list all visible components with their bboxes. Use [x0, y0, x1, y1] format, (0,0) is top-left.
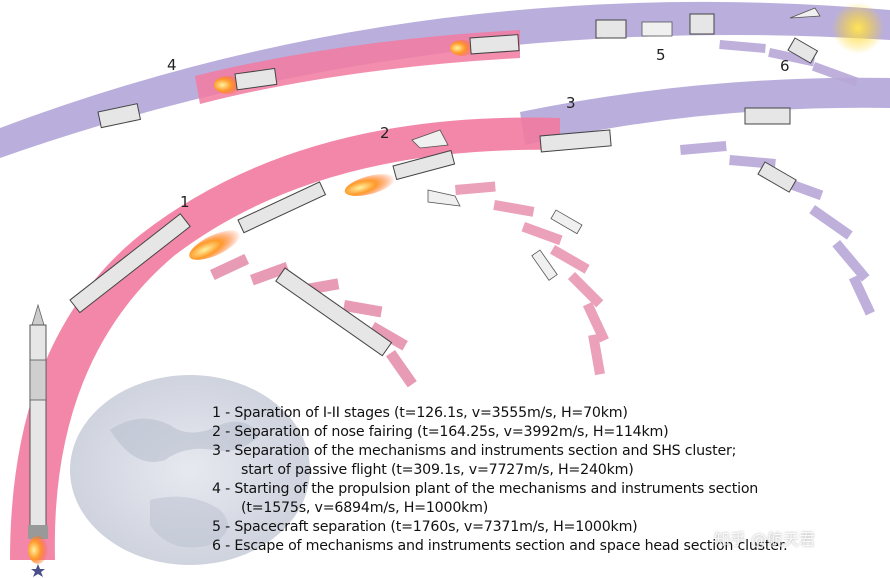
watermark: 知乎 @航天君 — [714, 530, 816, 549]
upper-section-cluster — [531, 107, 797, 281]
nose-fairing-rocket — [344, 129, 461, 207]
stage-labels: 1 2 3 4 5 6 — [167, 46, 790, 211]
stage-label-4: 4 — [167, 56, 177, 74]
separated-stage-body — [275, 267, 393, 357]
launch-site-star-icon — [31, 564, 45, 577]
legend-item-3-continued: start of passive flight (t=309.1s, v=772… — [212, 461, 888, 480]
stage-label-6: 6 — [780, 57, 790, 75]
passive-flight-section — [539, 129, 612, 153]
stage-fragment-trail — [210, 253, 417, 388]
stage-label-1: 1 — [180, 193, 190, 211]
legend-text: - Sparation of I-II stages (t=126.1s, v=… — [225, 405, 628, 421]
propulsion-start-section — [97, 34, 520, 129]
legend-text: start of passive flight (t=309.1s, v=772… — [241, 462, 634, 478]
upper-pink-segment — [195, 30, 520, 104]
legend-item-3: 3 - Separation of the mechanisms and ins… — [212, 442, 888, 461]
earth-globe — [70, 375, 310, 565]
legend-text: - Separation of nose fairing (t=164.25s,… — [225, 424, 669, 440]
legend-text: - Separation of the mechanisms and instr… — [225, 443, 737, 459]
event-legend: 1 - Sparation of I-II stages (t=126.1s, … — [212, 404, 888, 556]
legend-item-5: 5 - Spacecraft separation (t=1760s, v=73… — [212, 518, 888, 537]
legend-number: 3 — [212, 443, 221, 459]
spacecraft-separation — [595, 7, 821, 64]
legend-number: 6 — [212, 538, 221, 554]
stage-label-2: 2 — [380, 124, 390, 142]
legend-item-1: 1 - Sparation of I-II stages (t=126.1s, … — [212, 404, 888, 423]
legend-item-2: 2 - Separation of nose fairing (t=164.25… — [212, 423, 888, 442]
middle-trajectory-band — [520, 77, 890, 145]
stage-label-5: 5 — [656, 46, 666, 64]
legend-text: (t=1575s, v=6894m/s, H=1000km) — [241, 500, 489, 516]
fairing-fragment-trail — [455, 181, 609, 376]
legend-text: - Escape of mechanisms and instruments s… — [225, 538, 788, 554]
stage-label-3: 3 — [566, 94, 576, 112]
second-stage-rocket — [189, 181, 327, 260]
legend-item-4-continued: (t=1575s, v=6894m/s, H=1000km) — [212, 499, 888, 518]
legend-text: - Starting of the propulsion plant of th… — [225, 481, 759, 497]
sun-glow — [832, 2, 884, 54]
legend-number: 4 — [212, 481, 221, 497]
legend-number: 1 — [212, 405, 221, 421]
legend-item-6: 6 - Escape of mechanisms and instruments… — [212, 537, 888, 556]
legend-text: - Spacecraft separation (t=1760s, v=7371… — [225, 519, 638, 535]
rocket-on-pad — [28, 303, 48, 564]
legend-number: 2 — [212, 424, 221, 440]
legend-item-4: 4 - Starting of the propulsion plant of … — [212, 480, 888, 499]
legend-number: 5 — [212, 519, 221, 535]
first-stage-rocket — [69, 213, 191, 314]
